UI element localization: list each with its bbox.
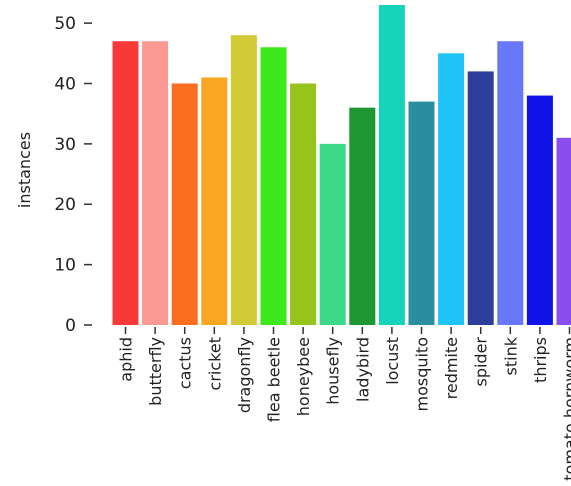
- y-axis: 0 10 20 30 40 50: [54, 14, 92, 336]
- bar-spider: [467, 71, 494, 325]
- bar-locust: [378, 5, 405, 325]
- bar-tomato-hornworm: [556, 137, 571, 325]
- x-tick-label-thrips: thrips: [531, 337, 550, 383]
- bar-stink: [497, 41, 524, 326]
- y-tick-label: 30: [54, 135, 76, 155]
- x-tick-label-honeybee: honeybee: [294, 337, 313, 416]
- bars: [112, 5, 571, 326]
- x-tick-label-redmite: redmite: [442, 337, 461, 399]
- y-tick-label: 20: [54, 195, 76, 215]
- bar-honeybee: [290, 83, 317, 325]
- y-tick-label: 0: [65, 316, 76, 336]
- y-axis-label: instances: [15, 132, 34, 208]
- bar-redmite: [438, 53, 465, 326]
- x-tick-label-ladybird: ladybird: [353, 337, 372, 402]
- bar-butterfly: [142, 41, 169, 326]
- x-tick-label-butterfly: butterfly: [146, 337, 165, 406]
- x-tick-label-stink: stink: [501, 336, 520, 375]
- bar-cactus: [171, 83, 198, 325]
- x-tick-label-cricket: cricket: [205, 337, 224, 390]
- x-tick-label-dragonfly: dragonfly: [235, 337, 254, 413]
- y-tick-label: 40: [54, 74, 76, 94]
- y-tick-label: 10: [54, 256, 76, 276]
- x-tick-label-tomato-hornworm: tomato hornworm: [561, 337, 571, 481]
- x-axis: aphid butterfly cactus cricket dragonfly flea…: [117, 327, 571, 481]
- bar-flea-beetle: [260, 47, 287, 325]
- x-tick-label-spider: spider: [472, 337, 491, 387]
- bar-thrips: [526, 95, 553, 325]
- x-tick-label-cactus: cactus: [176, 337, 195, 389]
- bar-ladybird: [349, 107, 376, 325]
- x-tick-label-locust: locust: [383, 337, 402, 385]
- bar-dragonfly: [230, 35, 257, 325]
- bar-cricket: [201, 77, 228, 326]
- x-tick-label-aphid: aphid: [117, 337, 136, 382]
- bar-aphid: [112, 41, 139, 326]
- y-tick-label: 50: [54, 14, 76, 34]
- x-tick-label-mosquito: mosquito: [413, 337, 432, 412]
- x-tick-label-flea-beetle: flea beetle: [265, 337, 284, 422]
- bar-mosquito: [408, 101, 435, 325]
- bar-housefly: [319, 143, 346, 325]
- x-tick-label-housefly: housefly: [324, 337, 343, 405]
